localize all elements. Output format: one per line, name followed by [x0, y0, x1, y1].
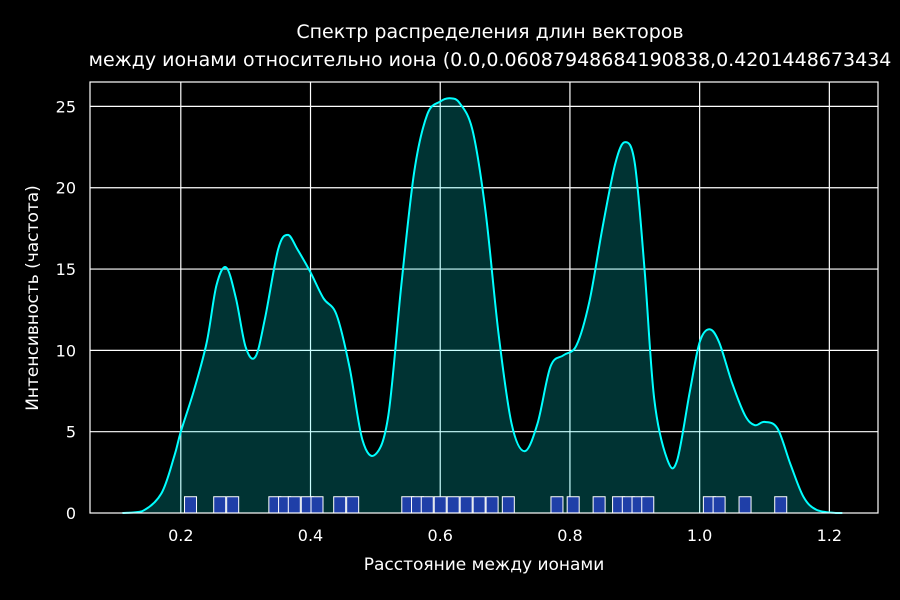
rug-marker [774, 496, 788, 514]
rug-marker [433, 496, 447, 514]
kde-curve [122, 97, 843, 514]
x-tick-label: 1.0 [687, 526, 712, 545]
x-tick-label: 0.6 [427, 526, 452, 545]
rug-marker [485, 496, 499, 514]
chart-title-line1: Спектр распределения длин векторов [296, 21, 683, 43]
plot-area [122, 97, 843, 514]
titles: Спектр распределения длин векторов между… [89, 21, 892, 71]
rug-marker [226, 496, 240, 514]
rug-marker [712, 496, 726, 514]
rug-marker [184, 496, 198, 514]
axes-frame [89, 81, 879, 514]
rug-marker [550, 496, 564, 514]
rug-marker [459, 496, 473, 514]
rug-marker [501, 496, 515, 514]
rug-marker [346, 496, 360, 514]
rug-marker [310, 496, 324, 514]
x-tick-label: 0.4 [298, 526, 323, 545]
x-tick-label: 1.2 [817, 526, 842, 545]
y-tick-label: 10 [56, 341, 76, 360]
chart-title-line2: между ионами относительно иона (0.0,0.06… [89, 49, 892, 71]
rug-marker [420, 496, 434, 514]
x-tick-label: 0.2 [168, 526, 193, 545]
x-axis-label: Расстояние между ионами [364, 555, 605, 575]
rug-marker [446, 496, 460, 514]
kde-area-fill [122, 98, 843, 513]
rug-marker [566, 496, 580, 514]
gridlines [90, 82, 878, 513]
rug-marker [287, 496, 301, 514]
rug-marker [213, 496, 227, 514]
rug-marker [641, 496, 655, 514]
y-tick-label: 20 [56, 179, 76, 198]
y-tick-label: 15 [56, 260, 76, 279]
y-tick-label: 25 [56, 97, 76, 116]
y-tick-label: 5 [66, 423, 76, 442]
y-tick-label: 0 [66, 504, 76, 523]
rug-marker [592, 496, 606, 514]
x-tick-label: 0.8 [557, 526, 582, 545]
rug-marker [738, 496, 752, 514]
tick-labels: 0.2 0.4 0.6 0.8 1.0 1.2 0 5 10 15 20 25 [56, 97, 842, 545]
rug-marker [333, 496, 347, 514]
y-axis-label: Интенсивность (частота) [23, 185, 43, 411]
rug-marker [472, 496, 486, 514]
